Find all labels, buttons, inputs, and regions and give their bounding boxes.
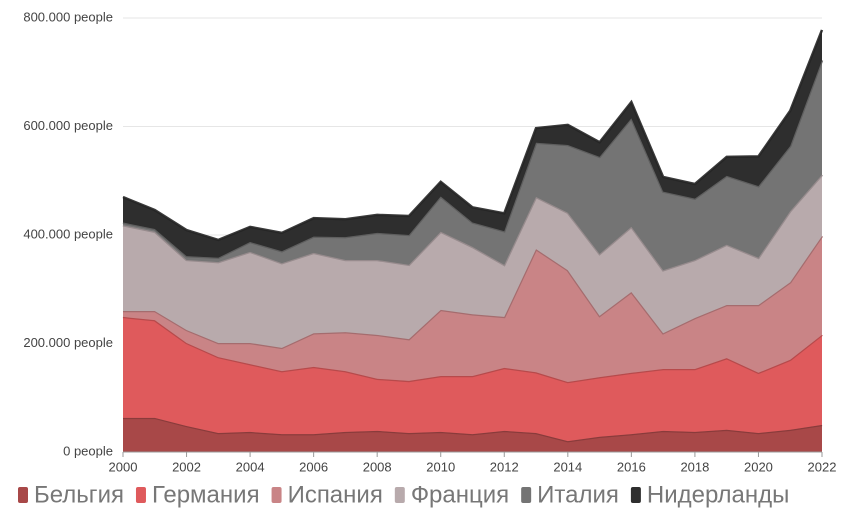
legend-label: Бельгия (34, 481, 124, 508)
legend-label: Италия (537, 481, 619, 508)
area (123, 316, 822, 442)
legend-label: Франция (411, 481, 509, 508)
legend-swatch (18, 487, 28, 503)
x-tick-label: 2022 (808, 459, 837, 474)
area (123, 60, 822, 271)
area (123, 29, 822, 258)
area (123, 236, 822, 383)
x-tick-label: 2004 (236, 459, 265, 474)
area (123, 174, 822, 348)
legend: Бельгия Германия Испания Франция Италия Нидер… (18, 481, 789, 508)
x-tick-label: 2016 (617, 459, 646, 474)
x-tick-label: 2008 (363, 459, 392, 474)
legend-label: Германия (152, 481, 260, 508)
y-tick-label: 400.000 people (23, 226, 113, 241)
x-tick-label: 2010 (426, 459, 455, 474)
x-tick-label: 2006 (299, 459, 328, 474)
legend-swatch (521, 487, 532, 503)
legend-swatch (135, 487, 146, 503)
legend-swatch (271, 487, 282, 503)
x-tick-label: 2018 (680, 459, 709, 474)
x-tick-label: 2002 (172, 459, 201, 474)
y-tick-label: 200.000 people (23, 335, 113, 350)
x-tick-label: 2020 (744, 459, 773, 474)
x-tick-label: 2014 (553, 459, 582, 474)
x-tick-label: 2012 (490, 459, 519, 474)
legend-label: Нидерланды (647, 481, 789, 508)
y-tick-label: 800.000 people (23, 9, 113, 24)
legend-swatch (394, 487, 405, 503)
legend-label: Испания (288, 481, 383, 508)
area-edge (122, 29, 824, 242)
y-tick-label: 0 people (63, 443, 113, 458)
x-tick-label: 2000 (109, 459, 138, 474)
y-tick-label: 600.000 people (23, 118, 113, 133)
legend-swatch (630, 487, 641, 503)
